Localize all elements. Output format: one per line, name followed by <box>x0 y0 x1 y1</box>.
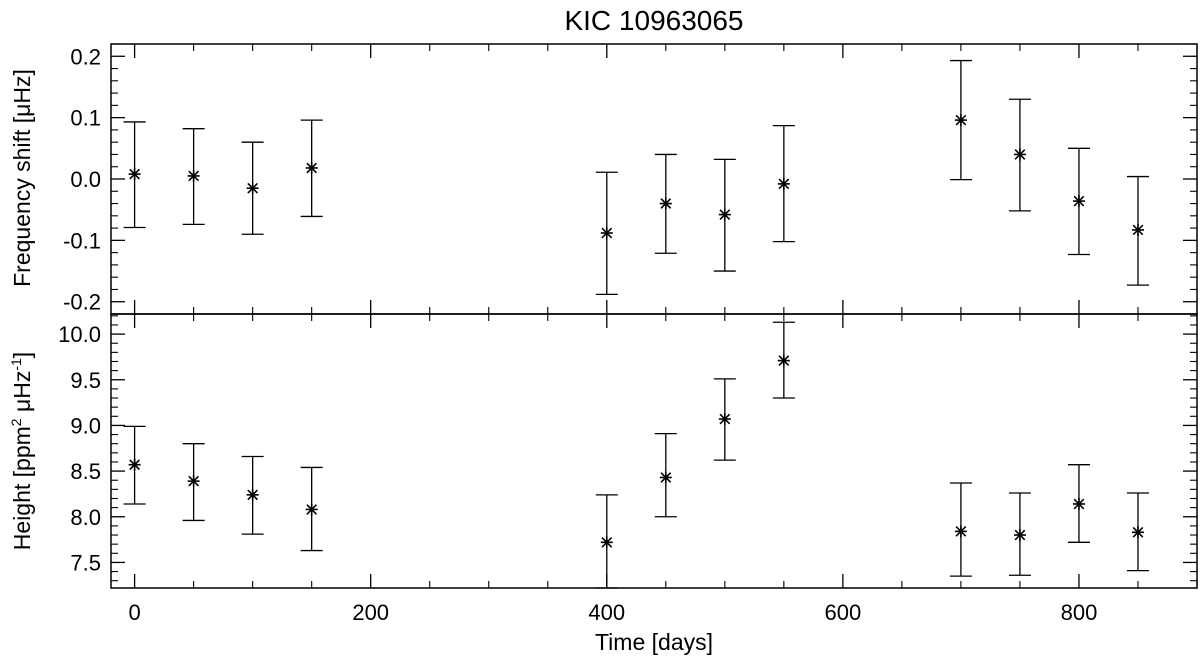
marker-stroke <box>660 198 672 209</box>
data-point <box>1013 529 1026 542</box>
marker-stroke <box>1132 224 1144 236</box>
marker-stroke <box>1014 529 1026 541</box>
marker-stroke <box>306 162 318 174</box>
y-tick-label: 8.5 <box>70 459 101 484</box>
data-point <box>777 177 790 190</box>
y-tick-label: 0.1 <box>70 106 101 131</box>
y-tick-label: 0.2 <box>70 44 101 69</box>
data-point <box>1072 497 1085 510</box>
y-tick-label: 10.0 <box>58 322 101 347</box>
marker-stroke <box>306 504 318 515</box>
marker-stroke <box>247 182 259 194</box>
marker-stroke <box>955 526 967 537</box>
x-axis-label: Time [days] <box>595 629 713 655</box>
data-point <box>777 354 790 367</box>
data-point <box>600 536 613 549</box>
y-tick-label: 8.0 <box>70 505 101 530</box>
data-point <box>954 114 967 127</box>
data-point <box>718 413 731 426</box>
data-point <box>1013 148 1026 161</box>
plot-frame-frequency-shift <box>110 43 1198 315</box>
marker-stroke <box>778 355 790 366</box>
marker-stroke <box>1132 526 1144 538</box>
data-point <box>1072 195 1085 208</box>
marker-stroke <box>1073 195 1085 207</box>
panel-height: 7.5 8.0 8.5 9.0 9.5 10.0 <box>58 313 1198 589</box>
x-tick-label: 200 <box>352 600 389 625</box>
y-axis-label-height-sup1: 2 <box>8 418 24 426</box>
marker-stroke <box>778 178 790 190</box>
data-point <box>305 503 318 516</box>
marker-stroke <box>719 209 731 220</box>
panel-frequency-shift: -0.2 -0.1 0.0 0.1 0.2 <box>63 43 1198 315</box>
data-point <box>128 168 141 181</box>
x-tick-label: 800 <box>1061 600 1098 625</box>
x-tick-label: 600 <box>825 600 862 625</box>
data-point <box>954 525 967 538</box>
data-point <box>305 161 318 174</box>
data-point <box>659 197 672 210</box>
marker-stroke <box>719 413 731 425</box>
chart-title: KIC 10963065 <box>564 5 743 36</box>
y-axis-label-frequency-shift: Frequency shift [μHz] <box>9 69 35 287</box>
data-point <box>128 458 141 471</box>
marker-stroke <box>188 170 199 182</box>
data-point <box>1131 223 1144 236</box>
marker-stroke <box>955 114 967 126</box>
data-point <box>187 169 200 182</box>
marker-stroke <box>129 168 140 180</box>
y-tick-label: 9.5 <box>70 368 101 393</box>
plot-frame-height <box>110 313 1198 589</box>
y-tick-label: -0.2 <box>63 290 101 315</box>
y-axis-label-height: Height [ppm2 μHz-1] <box>8 352 35 550</box>
marker-stroke <box>188 475 199 487</box>
y-tick-label: 0.0 <box>70 167 101 192</box>
marker-stroke <box>1014 149 1026 160</box>
y-tick-label: 9.0 <box>70 413 101 438</box>
y-tick-label: 7.5 <box>70 550 101 575</box>
marker-stroke <box>247 489 259 501</box>
y-tick-label: -0.1 <box>63 228 101 253</box>
data-point <box>600 227 613 239</box>
marker-stroke <box>601 227 613 239</box>
marker-stroke <box>129 459 140 471</box>
marker-stroke <box>601 536 613 548</box>
data-point <box>246 182 259 195</box>
data-point <box>659 471 672 484</box>
marker-stroke <box>1073 498 1085 510</box>
x-tick-label: 0 <box>128 600 140 625</box>
data-point <box>718 208 731 221</box>
data-point <box>246 488 259 501</box>
x-tick-label: 400 <box>588 600 625 625</box>
data-point <box>1131 526 1144 539</box>
marker-stroke <box>660 472 672 483</box>
data-point <box>187 475 200 488</box>
y-axis-label-height-sup2: -1 <box>8 358 24 371</box>
